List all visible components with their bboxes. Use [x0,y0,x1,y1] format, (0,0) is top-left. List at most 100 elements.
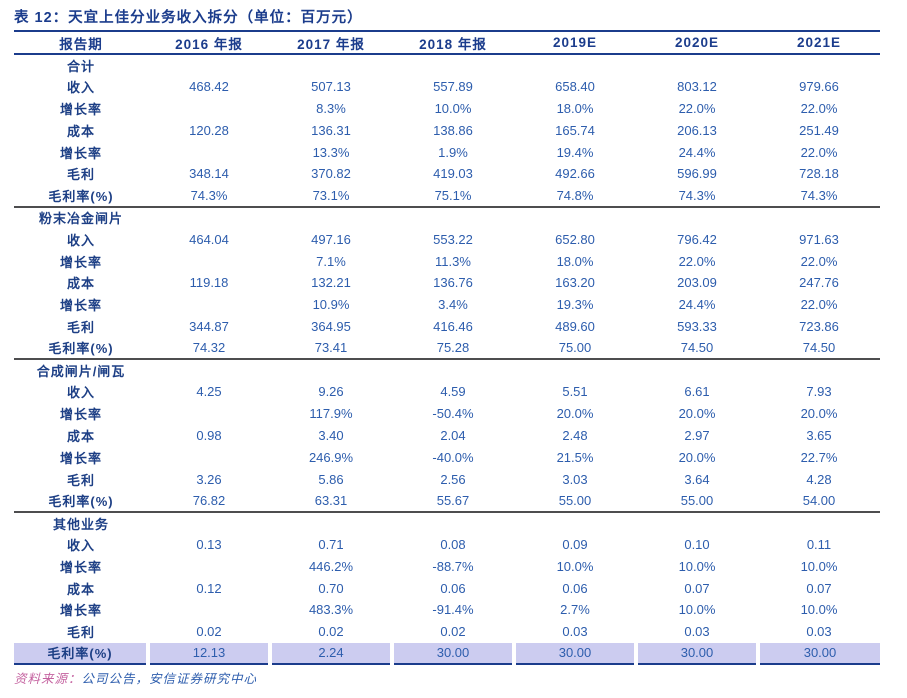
empty-cell [392,358,514,381]
value-cell: 446.2% [308,558,354,574]
value-cell: 22.0% [800,297,838,313]
value-cell: 2.48 [562,427,588,443]
empty-cell [636,358,758,381]
value-cell: 3.40 [318,427,344,443]
row-label-cell: 毛利率(%) [48,341,114,357]
empty-cell [636,205,758,229]
value-cell: 73.41 [314,340,348,356]
value-cell: 0.13 [196,536,222,552]
financial-table: 报告期 2016 年报 2017 年报 2018 年报 2019E 2020E 2021E … [14,30,880,666]
data-row: 毛利 0.02 0.02 0.02 0.03 0.03 0.03 [14,621,880,643]
value-cell: 20.0% [800,406,838,422]
section-name-cell: 粉末冶金闸片 [14,205,148,229]
value-cell: 553.22 [433,231,473,247]
empty-cell [514,205,636,229]
value-cell: 247.76 [799,275,839,291]
empty-cell [758,358,880,381]
value-cell [148,446,270,468]
value-cell: 21.5% [556,449,594,465]
row-label-cell: 毛利 [66,319,95,335]
value-cell: 489.60 [555,318,595,334]
value-cell: 246.9% [308,449,354,465]
value-cell: 74.50 [802,340,836,356]
row-label-cell: 增长率 [59,145,102,161]
value-cell: 0.03 [806,624,832,640]
value-cell: 138.86 [433,122,473,138]
empty-cell [270,510,392,534]
value-cell: 0.71 [318,536,344,552]
value-cell: 10.9% [312,297,350,313]
value-cell: 0.08 [440,536,466,552]
value-cell: 2.97 [684,427,710,443]
value-cell [148,555,270,577]
row-label-cell: 增长率 [59,603,102,619]
header-cell-period: 2016 年报 [148,30,270,55]
value-cell: 63.31 [314,492,348,508]
value-cell: 74.3% [678,187,716,203]
value-cell: 0.07 [806,580,832,596]
value-cell: 74.3% [190,187,228,203]
value-cell: 20.0% [556,406,594,422]
source-note: 资料来源：公司公告，安信证券研究中心 [14,668,907,687]
data-row: 增长率 483.3% -91.4% 2.7% 10.0% 10.0% [14,599,880,621]
value-cell: 12.13 [146,642,270,666]
value-cell: 370.82 [311,166,351,182]
value-cell: 30.00 [634,642,758,666]
value-cell: 30.00 [512,642,636,666]
value-cell: 3.4% [438,297,468,313]
value-cell: 0.02 [440,624,466,640]
value-cell: 19.4% [556,144,594,160]
value-cell: 119.18 [189,275,229,291]
value-cell: 10.0% [800,602,838,618]
value-cell: 136.76 [433,275,473,291]
value-cell: 74.8% [556,187,594,203]
data-row: 增长率 10.9% 3.4% 19.3% 24.4% 22.0% [14,294,880,316]
value-cell: 5.86 [318,471,344,487]
value-cell: 120.28 [189,122,229,138]
value-cell: 0.09 [562,536,588,552]
value-cell: 0.03 [684,624,710,640]
section-header-row: 其他业务 [14,510,880,534]
section-name-cell: 合计 [66,58,95,74]
row-label-cell: 收入 [66,537,95,553]
empty-cell [758,54,880,76]
empty-cell [514,510,636,534]
row-label-cell: 成本 [66,428,95,444]
data-row: 毛利 348.14 370.82 419.03 492.66 596.99 728.18 [14,163,880,185]
value-cell: 24.4% [678,297,716,313]
data-row: 收入 4.25 9.26 4.59 5.51 6.61 7.93 [14,381,880,403]
value-cell: 206.13 [677,122,717,138]
section-header-row: 合计 [14,54,880,76]
value-cell: 54.00 [802,492,836,508]
empty-cell [148,510,270,534]
value-cell: 24.4% [678,144,716,160]
value-cell: 22.7% [800,449,838,465]
value-cell: 728.18 [799,166,839,182]
row-label-cell: 成本 [66,581,95,597]
header-cell-period: 2019E [514,30,636,55]
value-cell: 74.32 [192,340,226,356]
row-label-cell: 成本 [66,276,95,292]
value-cell: 3.03 [562,471,588,487]
row-label-cell: 增长率 [59,450,102,466]
value-cell: 6.61 [684,384,710,400]
value-cell: 497.16 [311,231,351,247]
empty-cell [514,358,636,381]
value-cell: 10.0% [800,558,838,574]
value-cell: -50.4% [432,406,474,422]
empty-cell [636,54,758,76]
data-row: 毛利率(%) 74.3% 73.1% 75.1% 74.8% 74.3% 74.3% [14,185,880,207]
section-header-row: 粉末冶金闸片 [14,205,880,229]
data-row: 收入 464.04 497.16 553.22 652.80 796.42 971.63 [14,228,880,250]
value-cell: 0.03 [562,624,588,640]
empty-cell [148,358,270,381]
value-cell: 165.74 [555,122,595,138]
value-cell: 4.59 [440,384,466,400]
data-row: 收入 0.13 0.71 0.08 0.09 0.10 0.11 [14,534,880,556]
value-cell: 0.02 [318,624,344,640]
value-cell [148,294,270,316]
data-row: 毛利率(%) 76.82 63.31 55.67 55.00 55.00 54.00 [14,490,880,512]
value-cell: 979.66 [799,79,839,95]
header-cell-period: 2021E [758,30,880,55]
